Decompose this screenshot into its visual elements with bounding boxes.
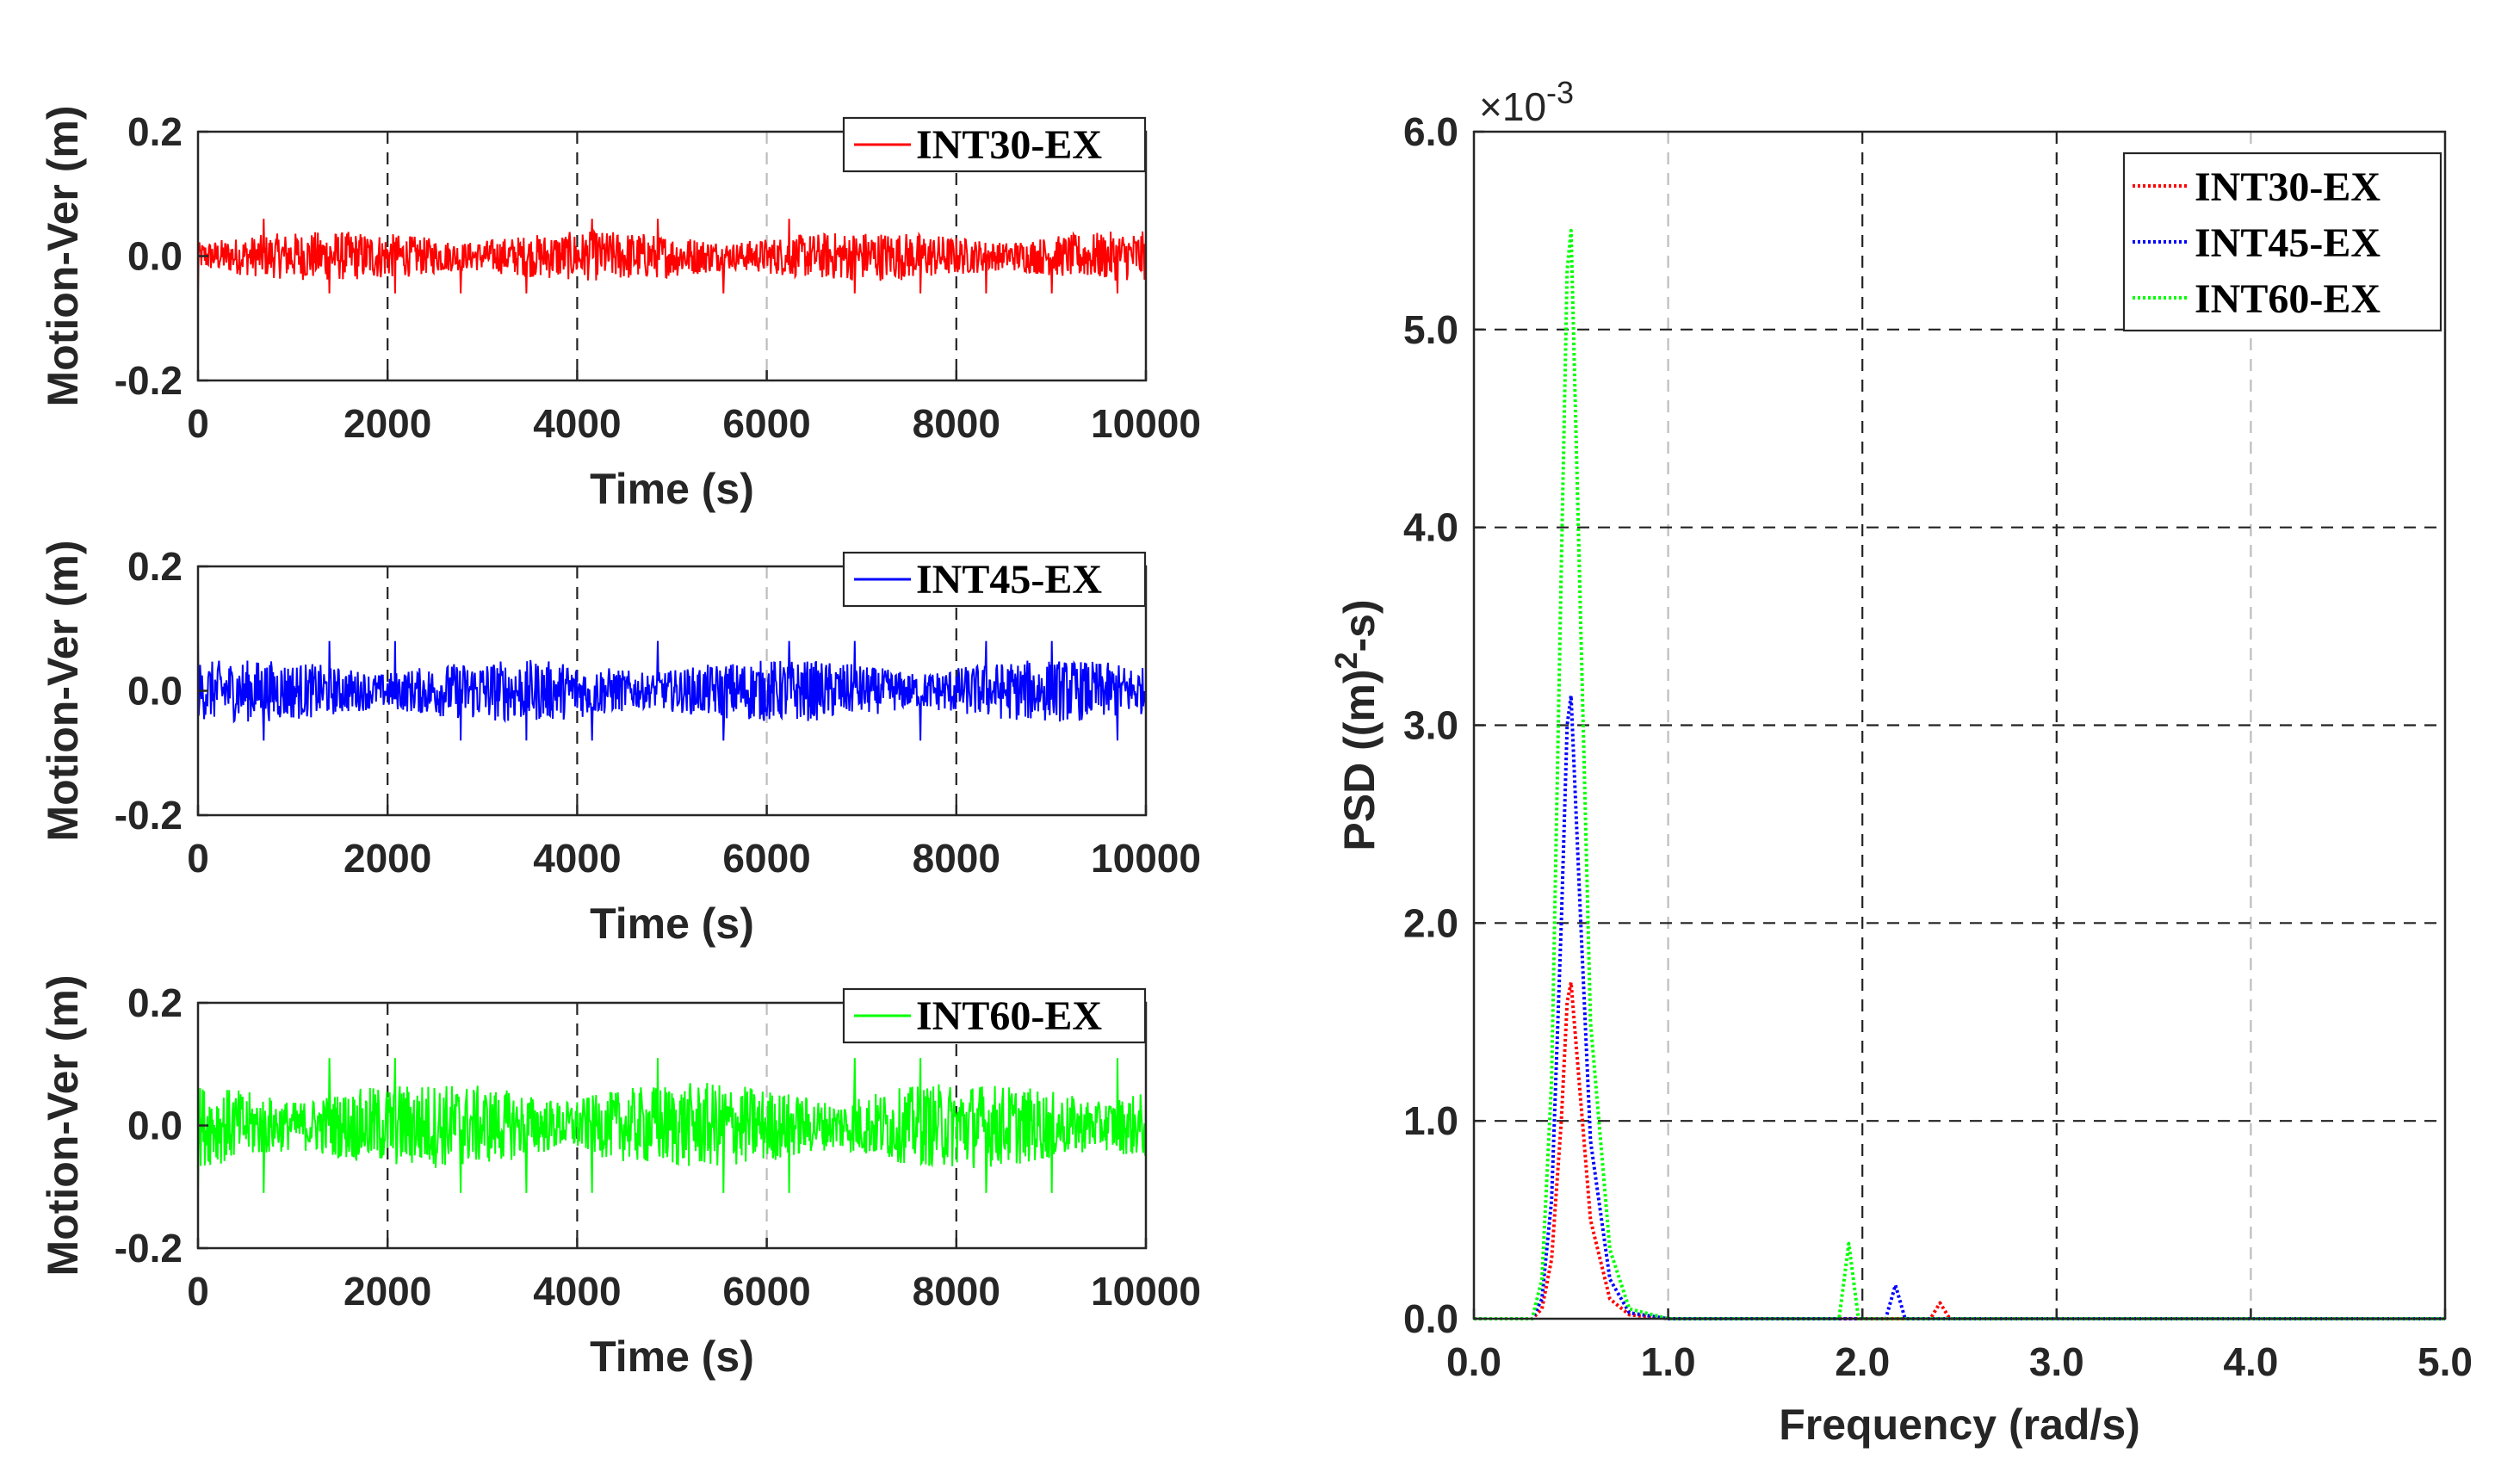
y-tick-label: 0.0 <box>127 669 183 714</box>
x-axis-label: Time (s) <box>590 1333 754 1381</box>
x-tick-label: 8000 <box>913 836 1000 881</box>
x-axis-label: Time (s) <box>590 900 754 948</box>
series-line-INT60-EX <box>197 1058 1147 1193</box>
y-tick-label: -0.2 <box>115 1226 183 1271</box>
x-tick-label: 10000 <box>1091 836 1201 881</box>
y-tick-label: 3.0 <box>1403 703 1458 748</box>
x-tick-label: 10000 <box>1091 1269 1201 1314</box>
x-tick-label: 0 <box>187 836 209 881</box>
legend-box <box>2122 151 2442 332</box>
y-tick-label: -0.2 <box>115 358 183 403</box>
legend-label: INT30-EX <box>916 122 1102 168</box>
y-axis-label: Motion-Ver (m) <box>39 541 87 842</box>
y-tick-label: 0.2 <box>127 980 183 1025</box>
x-tick-label: 3.0 <box>2029 1339 2084 1384</box>
x-tick-label: 0.0 <box>1446 1339 1501 1384</box>
psd-series-INT30-EX <box>1474 980 2445 1320</box>
series-line-INT30-EX <box>197 219 1147 294</box>
x-tick-label: 4.0 <box>2223 1339 2278 1384</box>
x-tick-label: 6000 <box>722 401 810 446</box>
y-axis-label: Motion-Ver (m) <box>39 975 87 1277</box>
y-axis-label: Motion-Ver (m) <box>39 106 87 407</box>
x-tick-label: 2000 <box>344 836 431 881</box>
legend-label: INT45-EX <box>916 557 1102 603</box>
x-tick-label: 10000 <box>1091 401 1201 446</box>
y-tick-label: 1.0 <box>1403 1098 1458 1143</box>
x-tick-label: 2.0 <box>1835 1339 1890 1384</box>
psd-series-INT60-EX <box>1474 228 2445 1320</box>
x-tick-label: 4000 <box>533 1269 621 1314</box>
timeseries-panel-2: 0 2000 4000 6000 8000 10000 -0.2 0.0 0.2 Time (s)… <box>39 541 1201 948</box>
x-tick-label: 8000 <box>913 1269 1000 1314</box>
y-tick-label: 5.0 <box>1403 307 1458 352</box>
y-tick-label: 6.0 <box>1403 109 1458 154</box>
y-tick-label: 0.0 <box>127 234 183 279</box>
y-tick-label: 2.0 <box>1403 900 1458 945</box>
x-axis-label: Time (s) <box>590 465 754 513</box>
x-tick-label: 2000 <box>344 401 431 446</box>
timeseries-panel-1: 0 2000 4000 6000 8000 10000 -0.2 0.0 0.2 Time (s)… <box>39 106 1201 513</box>
x-tick-label: 0 <box>187 1269 209 1314</box>
series-line-INT45-EX <box>197 640 1147 741</box>
x-tick-label: 6000 <box>722 836 810 881</box>
legend-label: INT45-EX <box>2195 220 2380 266</box>
psd-series-INT45-EX <box>1474 694 2445 1320</box>
psd-panel: 0.0 1.0 2.0 3.0 4.0 5.0 0.0 1.0 2.0 3.0 4.0 5.0 6.0 ×… <box>1328 75 2473 1449</box>
legend-label: INT30-EX <box>2195 164 2380 210</box>
legend-label: INT60-EX <box>916 993 1102 1039</box>
x-tick-label: 4000 <box>533 836 621 881</box>
y-tick-label: 4.0 <box>1403 505 1458 550</box>
x-tick-label: 4000 <box>533 401 621 446</box>
y-axis-label: PSD ((m)2-s) <box>1328 599 1384 850</box>
x-tick-label: 0 <box>187 401 209 446</box>
y-tick-label: 0.2 <box>127 109 183 154</box>
y-tick-label: 0.0 <box>127 1104 183 1148</box>
x-tick-label: 2000 <box>344 1269 431 1314</box>
x-tick-label: 5.0 <box>2418 1339 2473 1384</box>
y-tick-label: -0.2 <box>115 793 183 838</box>
x-axis-label: Frequency (rad/s) <box>1779 1401 2140 1449</box>
y-tick-label: 0.0 <box>1403 1296 1458 1341</box>
x-tick-label: 8000 <box>913 401 1000 446</box>
y-exponent-label: ×10-3 <box>1479 75 1574 129</box>
legend-label: INT60-EX <box>2195 276 2380 322</box>
timeseries-panel-3: 0 2000 4000 6000 8000 10000 -0.2 0.0 0.2 Time (s)… <box>39 975 1201 1381</box>
y-tick-label: 0.2 <box>127 544 183 589</box>
x-tick-label: 6000 <box>722 1269 810 1314</box>
x-tick-label: 1.0 <box>1641 1339 1696 1384</box>
